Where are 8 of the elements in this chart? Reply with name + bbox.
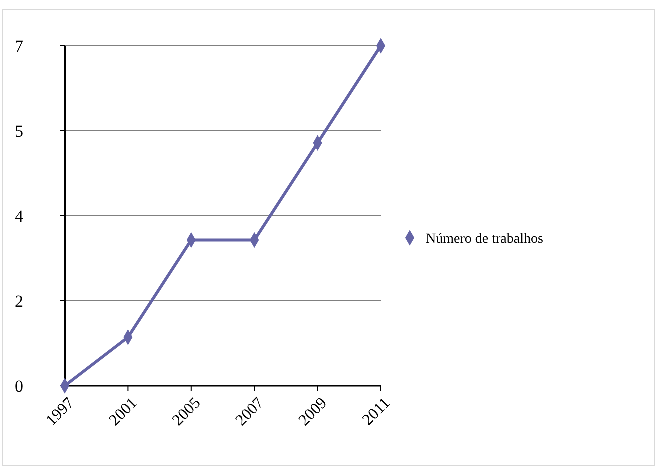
y-tick-label: 0 (15, 376, 24, 396)
y-tick-label: 4 (15, 206, 24, 226)
x-tick-label: 2001 (106, 394, 141, 430)
y-tick-label: 7 (15, 36, 24, 56)
legend-label: Número de trabalhos (426, 232, 544, 247)
y-tick-label: 5 (15, 122, 24, 141)
x-tick-label: 2011 (360, 394, 394, 429)
y-tick-label: 2 (15, 292, 24, 311)
